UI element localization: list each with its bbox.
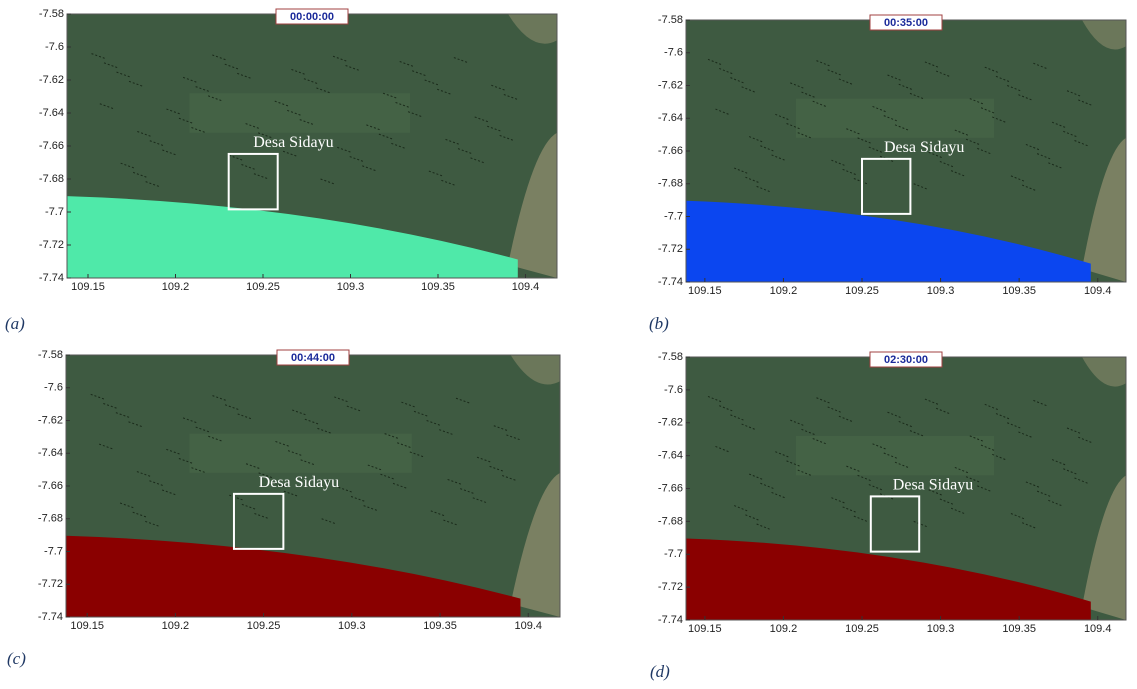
y-tick-label: -7.68 xyxy=(658,178,683,190)
y-tick-label: -7.6 xyxy=(664,384,683,396)
x-tick-label: 109.35 xyxy=(423,620,457,632)
y-tick-label: -7.62 xyxy=(658,79,683,91)
x-tick-label: 109.4 xyxy=(512,281,540,293)
x-tick-label: 109.3 xyxy=(927,623,955,635)
x-tick-label: 109.35 xyxy=(1002,623,1036,635)
y-tick-label: -7.72 xyxy=(658,581,683,593)
location-label: Desa Sidayu xyxy=(253,134,333,151)
y-tick-label: -7.64 xyxy=(39,107,64,119)
y-tick-label: -7.58 xyxy=(658,351,683,363)
land-shade xyxy=(796,99,994,138)
y-tick-label: -7.74 xyxy=(658,614,683,626)
panel-label: (c) xyxy=(7,649,26,668)
y-tick-label: -7.66 xyxy=(658,145,683,157)
y-tick-label: -7.58 xyxy=(39,8,64,20)
x-tick-label: 109.15 xyxy=(70,620,104,632)
x-tick-label: 109.2 xyxy=(162,281,190,293)
x-tick-label: 109.15 xyxy=(71,281,105,293)
y-tick-label: -7.68 xyxy=(39,173,64,185)
x-tick-label: 109.15 xyxy=(688,623,722,635)
map-panel: Desa Sidayu 02:30:00 109.15 109.2 109.25 109.… xyxy=(650,351,1126,681)
y-tick-label: -7.68 xyxy=(38,513,63,525)
panel-label: (b) xyxy=(649,314,669,333)
y-tick-label: -7.64 xyxy=(658,112,683,124)
x-tick-label: 109.25 xyxy=(247,620,281,632)
x-tick-label: 109.25 xyxy=(246,281,280,293)
x-tick-label: 109.35 xyxy=(1002,285,1036,297)
x-tick-label: 109.25 xyxy=(845,623,879,635)
panel-label: (a) xyxy=(5,314,25,333)
x-tick-label: 109.3 xyxy=(337,281,365,293)
location-label: Desa Sidayu xyxy=(893,477,973,494)
y-tick-label: -7.68 xyxy=(658,515,683,527)
location-label: Desa Sidayu xyxy=(259,474,339,491)
land-shade xyxy=(190,93,411,133)
y-tick-label: -7.64 xyxy=(38,447,63,459)
y-tick-label: -7.6 xyxy=(45,41,64,53)
y-tick-label: -7.58 xyxy=(38,349,63,361)
x-tick-label: 109.4 xyxy=(1084,623,1112,635)
y-tick-label: -7.7 xyxy=(664,548,683,560)
y-tick-label: -7.7 xyxy=(664,210,683,222)
map-panel: Desa Sidayu 00:00:00 109.15 109.2 109.25 109.… xyxy=(5,8,557,333)
y-tick-label: -7.72 xyxy=(39,239,64,251)
x-tick-label: 109.15 xyxy=(688,285,722,297)
y-tick-label: -7.72 xyxy=(658,243,683,255)
y-tick-label: -7.66 xyxy=(39,140,64,152)
y-tick-label: -7.7 xyxy=(44,545,63,557)
time-stamp: 00:35:00 xyxy=(884,17,928,29)
y-tick-label: -7.7 xyxy=(45,206,64,218)
y-tick-label: -7.66 xyxy=(38,480,63,492)
y-tick-label: -7.64 xyxy=(658,450,683,462)
land-shade xyxy=(796,436,994,475)
x-tick-label: 109.2 xyxy=(770,285,798,297)
x-tick-label: 109.4 xyxy=(514,620,542,632)
y-tick-label: -7.6 xyxy=(664,47,683,59)
panel-label: (d) xyxy=(650,662,670,681)
y-tick-label: -7.58 xyxy=(658,14,683,26)
x-tick-label: 109.4 xyxy=(1084,285,1112,297)
time-stamp: 02:30:00 xyxy=(884,354,928,366)
x-tick-label: 109.2 xyxy=(162,620,190,632)
y-tick-label: -7.74 xyxy=(658,276,683,288)
x-tick-label: 109.25 xyxy=(845,285,879,297)
x-tick-label: 109.3 xyxy=(338,620,366,632)
y-tick-label: -7.72 xyxy=(38,578,63,590)
x-tick-label: 109.2 xyxy=(770,623,798,635)
y-tick-label: -7.6 xyxy=(44,382,63,394)
map-panel: Desa Sidayu 00:44:00 109.15 109.2 109.25 109.… xyxy=(7,349,560,668)
y-tick-label: -7.66 xyxy=(658,482,683,494)
location-label: Desa Sidayu xyxy=(884,139,964,156)
x-tick-label: 109.3 xyxy=(927,285,955,297)
y-tick-label: -7.74 xyxy=(38,611,63,623)
land-shade xyxy=(190,434,412,473)
figure: Desa Sidayu 00:00:00 109.15 109.2 109.25 109.… xyxy=(0,0,1137,684)
y-tick-label: -7.62 xyxy=(39,74,64,86)
map-panel: Desa Sidayu 00:35:00 109.15 109.2 109.25 109.… xyxy=(649,14,1126,333)
x-tick-label: 109.35 xyxy=(421,281,455,293)
y-tick-label: -7.62 xyxy=(38,414,63,426)
y-tick-label: -7.62 xyxy=(658,417,683,429)
time-stamp: 00:00:00 xyxy=(290,11,334,23)
time-stamp: 00:44:00 xyxy=(291,352,335,364)
y-tick-label: -7.74 xyxy=(39,272,64,284)
